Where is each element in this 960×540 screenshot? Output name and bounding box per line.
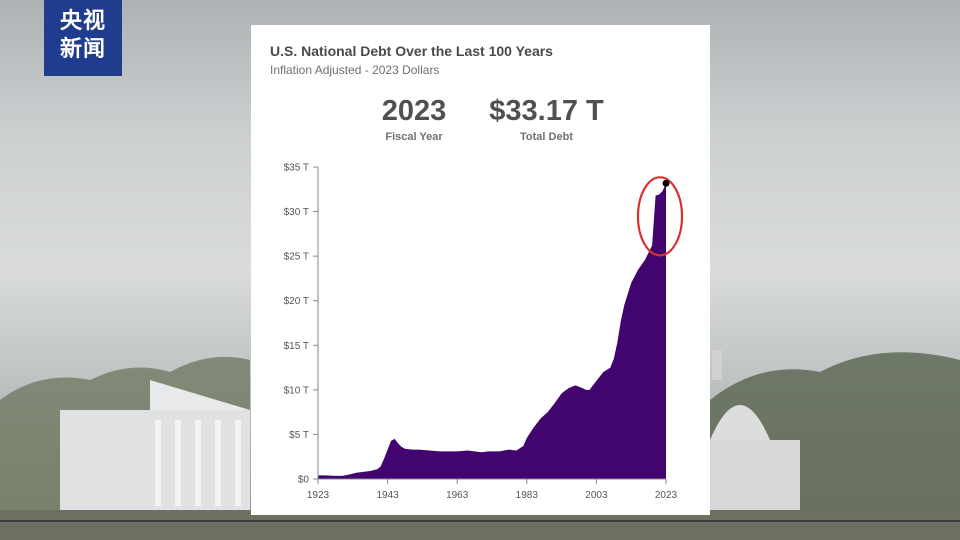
y-tick-label: $30 T: [284, 207, 309, 218]
x-tick-label: 1943: [376, 490, 399, 501]
white-house-building: [60, 380, 250, 510]
debt-area: [318, 183, 666, 480]
y-tick-label: $35 T: [284, 163, 309, 174]
y-tick-label: $10 T: [284, 385, 309, 396]
logo-line-2: 新闻: [59, 37, 106, 62]
logo-line-1: 央视: [59, 9, 106, 34]
x-tick-label: 2003: [585, 490, 608, 501]
x-tick-label: 1983: [516, 490, 539, 501]
y-tick-label: $25 T: [284, 252, 309, 263]
latest-value-dot: [662, 179, 670, 187]
x-tick-label: 1923: [307, 490, 330, 501]
fiscal-year-value: 2023: [381, 95, 447, 127]
capitol-building: [710, 350, 800, 520]
fiscal-year-label: Fiscal Year: [385, 131, 443, 143]
chart-card: U.S. National Debt Over the Last 100 Yea…: [251, 25, 710, 515]
debt-area-chart: $0 $5 T $10 T $15 T $20 T $25 T $30 T $35 T 192…: [284, 163, 684, 501]
chart-subtitle: Inflation Adjusted - 2023 Dollars: [270, 63, 440, 77]
chart-title: U.S. National Debt Over the Last 100 Yea…: [270, 43, 553, 59]
total-debt-value: $33.17 T: [489, 95, 604, 127]
x-tick-label: 2023: [655, 490, 678, 501]
total-debt-label: Total Debt: [520, 131, 573, 143]
highlight-circle: [636, 176, 684, 257]
x-tick-label: 1963: [446, 490, 469, 501]
cctv-news-logo: 央视 新闻: [44, 0, 122, 76]
y-tick-label: $20 T: [284, 296, 309, 307]
y-tick-label: $0: [298, 475, 310, 486]
y-tick-label: $15 T: [284, 341, 309, 352]
y-tick-label: $5 T: [289, 430, 309, 441]
